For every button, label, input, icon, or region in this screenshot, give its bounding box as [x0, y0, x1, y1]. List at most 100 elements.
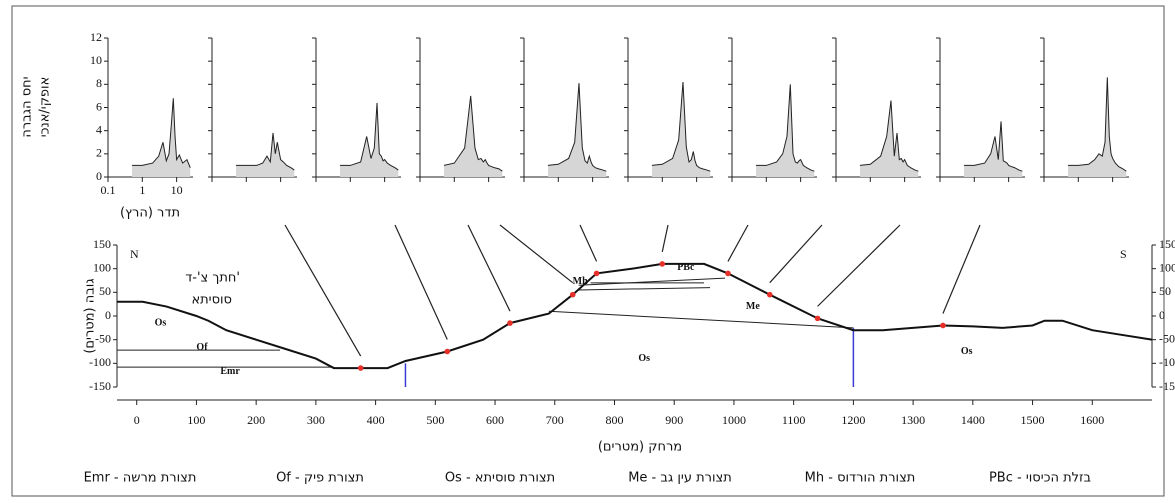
y2-tick-label: 0 — [1159, 308, 1165, 322]
x-tick-label: 1500 — [1021, 413, 1045, 427]
curve-area — [755, 84, 815, 177]
curve-area — [235, 132, 295, 177]
y-tick-label: 100 — [93, 260, 111, 274]
x-tick-label: 1100 — [782, 413, 806, 427]
station — [659, 261, 666, 267]
panel-x-label: תדר (הרץ) — [120, 206, 180, 221]
legend-item: Of - תצורת פיק — [276, 471, 364, 486]
contact-line — [578, 277, 726, 286]
x-tick-label: 200 — [247, 413, 265, 427]
y-tick-label: -150 — [89, 379, 111, 393]
x-axis-label: מרחק (מטרים) — [598, 440, 682, 455]
x-tick-label: 800 — [605, 413, 623, 427]
unit-label: Os — [961, 346, 973, 357]
station — [766, 291, 773, 298]
curve — [443, 95, 503, 172]
frame — [11, 5, 1165, 497]
legend-item: PBc - בזלת הכיסוי — [989, 471, 1091, 486]
station — [444, 348, 451, 355]
connector — [579, 224, 598, 262]
y2-tick-label: -100 — [1159, 355, 1175, 369]
station — [940, 322, 946, 329]
y-tick-label: 150 — [93, 237, 111, 251]
connector — [769, 224, 823, 284]
legend-item: Me - תצורת עין גב — [628, 471, 732, 486]
connector — [467, 224, 511, 312]
station — [507, 320, 513, 326]
station — [725, 270, 731, 277]
unit-label: Me — [746, 301, 760, 312]
y-tick-label: -100 — [89, 355, 111, 369]
x-tick-label: 1200 — [841, 413, 865, 427]
y-axis-label: גובה (מטרים) — [83, 278, 98, 353]
y-tick-label: 12 — [90, 30, 102, 44]
topography — [117, 262, 1153, 370]
section-title: חתך צ'-ד' — [185, 271, 240, 286]
y-tick-label: 2 — [96, 146, 102, 160]
curve-area — [131, 98, 191, 177]
y-tick-label: 6 — [96, 99, 102, 113]
y-tick-label: -50 — [95, 331, 111, 345]
legend-item: Mh - תצורת הורדוס — [805, 471, 916, 486]
curve — [547, 83, 607, 172]
connector — [499, 224, 574, 284]
unit-label: Mh — [573, 276, 588, 287]
y-tick-label: 4 — [96, 122, 102, 136]
curve-area — [443, 95, 503, 177]
x-tick-label: 1000 — [722, 413, 746, 427]
y2-tick-label: -50 — [1159, 331, 1175, 345]
curve — [859, 100, 919, 172]
section-title: סוסיתא — [191, 293, 232, 308]
y-tick-label: 0 — [96, 169, 102, 183]
contact-line — [578, 287, 711, 291]
curve — [235, 132, 295, 171]
curve — [755, 84, 815, 172]
unit-label: PBc — [677, 262, 695, 273]
legend-item: Os - תצורת סוסיתא — [445, 471, 555, 486]
x-tick-label: 600 — [486, 413, 504, 427]
x-tick-label: 500 — [426, 413, 444, 427]
legend-item: Emr - תצורת מרשה — [84, 471, 197, 486]
connector — [661, 224, 669, 253]
contact-line — [548, 310, 854, 329]
station — [357, 365, 364, 371]
x-tick-label: 10 — [171, 183, 183, 197]
connector — [817, 224, 901, 307]
y2-tick-label: 50 — [1159, 284, 1171, 298]
connector — [727, 224, 749, 262]
panel-y-label: יחס הגברה — [20, 76, 35, 137]
unit-label: Of — [196, 342, 208, 353]
curve-area — [859, 100, 919, 177]
x-tick-label: 0 — [134, 413, 140, 427]
curve — [131, 98, 191, 168]
unit-label: Emr — [220, 366, 240, 377]
y-tick-label: 10 — [90, 53, 102, 67]
curve — [963, 121, 1023, 172]
x-tick-label: 1300 — [901, 413, 925, 427]
x-tick-label: 400 — [367, 413, 385, 427]
y-tick-label: 50 — [99, 284, 111, 298]
y2-tick-label: -150 — [1159, 379, 1175, 393]
panel-y-label: אופקי/אנכי — [38, 77, 53, 138]
y2-tick-label: 150 — [1159, 237, 1175, 251]
x-tick-label: 1 — [139, 183, 145, 197]
connector — [284, 224, 362, 357]
x-tick-label: 700 — [546, 413, 564, 427]
x-tick-label: 100 — [187, 413, 205, 427]
x-tick-label: 1600 — [1080, 413, 1104, 427]
curve — [651, 81, 711, 172]
curve-area — [339, 102, 399, 177]
curve-area — [1067, 77, 1127, 177]
station — [814, 315, 821, 322]
curve-area — [547, 83, 607, 177]
x-tick-label: 0.1 — [101, 183, 116, 197]
curve-area — [963, 121, 1023, 177]
connector — [394, 224, 448, 340]
end-label: S — [1120, 247, 1127, 261]
unit-label: Os — [155, 317, 167, 328]
end-label: N — [130, 247, 139, 261]
unit-label: Os — [638, 353, 650, 364]
curve-area — [651, 82, 711, 177]
curve — [339, 102, 399, 171]
